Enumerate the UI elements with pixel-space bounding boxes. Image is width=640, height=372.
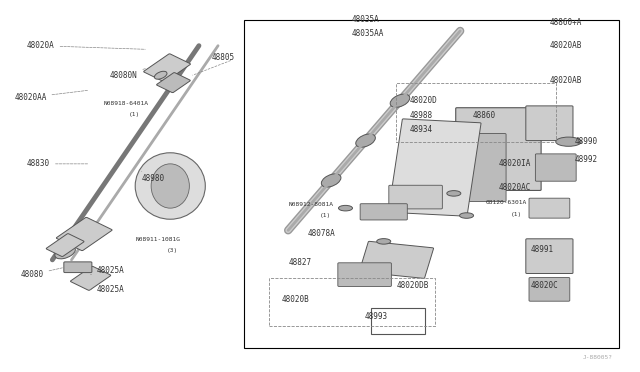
Ellipse shape [447, 190, 461, 196]
FancyBboxPatch shape [526, 239, 573, 273]
Text: 48990: 48990 [575, 137, 598, 145]
FancyBboxPatch shape [456, 108, 541, 190]
Text: 48020AB: 48020AB [549, 76, 582, 84]
Text: 48980: 48980 [141, 171, 164, 183]
Ellipse shape [339, 205, 353, 211]
FancyBboxPatch shape [526, 106, 573, 141]
FancyBboxPatch shape [338, 263, 392, 286]
FancyBboxPatch shape [440, 134, 506, 202]
Bar [244, 20, 620, 349]
Text: 48992: 48992 [575, 155, 598, 164]
Text: N08911-1081G: N08911-1081G [135, 237, 180, 243]
FancyBboxPatch shape [529, 278, 570, 301]
Text: 48020AC: 48020AC [499, 183, 531, 192]
FancyBboxPatch shape [70, 266, 111, 290]
FancyBboxPatch shape [157, 73, 190, 93]
Text: J-88005?: J-88005? [583, 355, 613, 359]
FancyBboxPatch shape [388, 119, 481, 216]
Ellipse shape [154, 71, 167, 79]
Bar [396, 83, 556, 142]
Ellipse shape [460, 213, 474, 218]
Text: 48020AB: 48020AB [549, 41, 582, 49]
Text: 48827: 48827 [288, 259, 311, 267]
Text: 48035AA: 48035AA [352, 29, 384, 38]
Text: 48035A: 48035A [352, 15, 380, 24]
Text: 48020A: 48020A [27, 41, 145, 50]
Text: 48988: 48988 [409, 111, 433, 120]
FancyBboxPatch shape [143, 54, 191, 82]
Text: 48020D: 48020D [409, 96, 437, 105]
Ellipse shape [151, 164, 189, 208]
FancyBboxPatch shape [56, 217, 112, 251]
Text: 48078A: 48078A [307, 229, 335, 238]
FancyBboxPatch shape [64, 262, 92, 273]
FancyBboxPatch shape [389, 185, 442, 209]
Text: 08120-6301A: 08120-6301A [486, 201, 527, 205]
Text: 48860+A: 48860+A [549, 18, 582, 28]
Text: 48025A: 48025A [91, 285, 125, 294]
Ellipse shape [321, 174, 341, 187]
Bar [269, 278, 435, 326]
Text: 48805: 48805 [212, 54, 235, 62]
Text: 48025A: 48025A [91, 266, 125, 275]
Text: 48830: 48830 [27, 159, 88, 169]
Text: 48020C: 48020C [531, 280, 558, 289]
Text: 48080: 48080 [20, 268, 62, 279]
Text: 48934: 48934 [409, 125, 433, 134]
Ellipse shape [377, 238, 391, 244]
Bar [371, 308, 425, 334]
FancyBboxPatch shape [46, 234, 84, 256]
Ellipse shape [356, 134, 375, 147]
Text: 48020DB: 48020DB [396, 280, 429, 289]
Ellipse shape [55, 246, 76, 259]
Text: 48020B: 48020B [282, 295, 310, 304]
Text: N08918-6401A: N08918-6401A [103, 101, 148, 106]
Ellipse shape [135, 153, 205, 219]
Text: 48991: 48991 [531, 246, 554, 254]
Ellipse shape [390, 94, 410, 107]
FancyBboxPatch shape [529, 198, 570, 218]
Text: N08912-8081A: N08912-8081A [288, 202, 333, 207]
Text: 48020AA: 48020AA [14, 90, 88, 102]
Text: (1): (1) [511, 212, 522, 217]
Text: (3): (3) [167, 248, 179, 253]
Text: 48860: 48860 [473, 111, 496, 120]
Ellipse shape [556, 137, 581, 146]
Text: 48993: 48993 [365, 312, 388, 321]
FancyBboxPatch shape [360, 241, 433, 278]
Text: (1): (1) [320, 214, 332, 218]
FancyBboxPatch shape [360, 204, 407, 220]
Text: 48080N: 48080N [109, 69, 145, 80]
Text: (1): (1) [129, 112, 140, 117]
Text: 48020IA: 48020IA [499, 159, 531, 168]
FancyBboxPatch shape [536, 154, 576, 181]
